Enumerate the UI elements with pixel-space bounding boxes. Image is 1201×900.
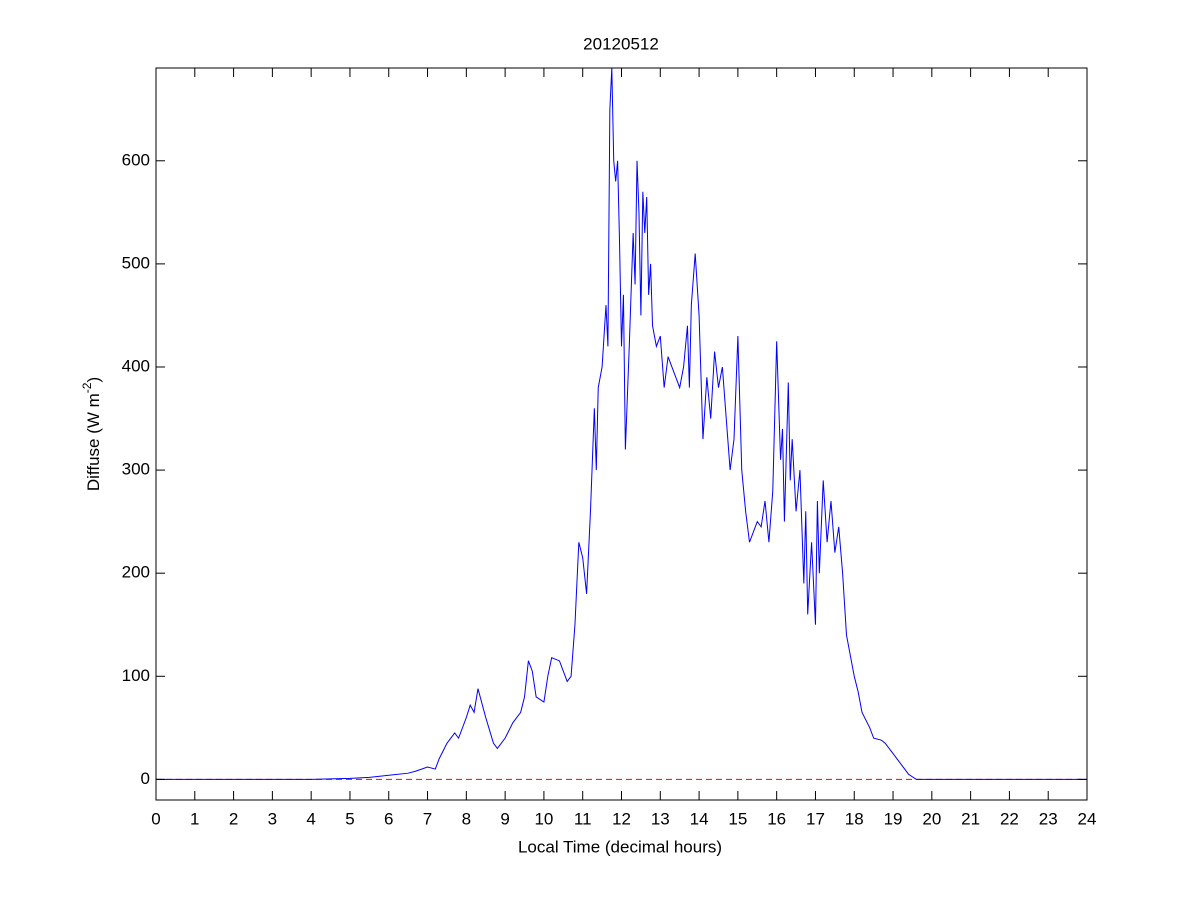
- x-tick-label: 0: [151, 809, 160, 828]
- x-tick-label: 22: [1000, 809, 1019, 828]
- x-tick-label: 3: [268, 809, 277, 828]
- x-tick-label: 19: [884, 809, 903, 828]
- x-tick-label: 23: [1039, 809, 1058, 828]
- x-tick-label: 18: [845, 809, 864, 828]
- x-tick-label: 14: [690, 809, 709, 828]
- x-tick-label: 9: [500, 809, 509, 828]
- y-tick-label: 200: [122, 563, 150, 582]
- y-axis-label-text: Diffuse (W m: [84, 393, 103, 491]
- y-tick-label: 0: [141, 769, 150, 788]
- x-tick-label: 24: [1078, 809, 1097, 828]
- data-line: [156, 67, 1087, 780]
- x-tick-label: 17: [806, 809, 825, 828]
- x-tick-label: 20: [922, 809, 941, 828]
- x-tick-label: 12: [612, 809, 631, 828]
- x-tick-label: 6: [384, 809, 393, 828]
- x-tick-label: 4: [306, 809, 315, 828]
- x-tick-label: 16: [767, 809, 786, 828]
- x-axis-label: Local Time (decimal hours): [518, 837, 722, 856]
- plot-area: [156, 68, 1087, 800]
- x-tick-label: 10: [534, 809, 553, 828]
- y-axis-label: Diffuse (W m-2): [80, 377, 103, 491]
- y-tick-label: 100: [122, 666, 150, 685]
- x-tick-label: 1: [190, 809, 199, 828]
- y-tick-label: 500: [122, 253, 150, 272]
- y-tick-label: 400: [122, 356, 150, 375]
- y-tick-label: 300: [122, 460, 150, 479]
- x-tick-label: 21: [961, 809, 980, 828]
- x-tick-label: 5: [345, 809, 354, 828]
- x-tick-label: 15: [728, 809, 747, 828]
- x-tick-label: 7: [423, 809, 432, 828]
- x-tick-label: 2: [229, 809, 238, 828]
- chart-title: 20120512: [583, 34, 659, 53]
- x-tick-label: 13: [651, 809, 670, 828]
- y-tick-label: 600: [122, 150, 150, 169]
- x-tick-label: 11: [574, 809, 592, 828]
- x-tick-label: 8: [462, 809, 471, 828]
- y-axis-label-end: ): [84, 377, 103, 383]
- y-axis-label-superscript: -2: [80, 382, 94, 393]
